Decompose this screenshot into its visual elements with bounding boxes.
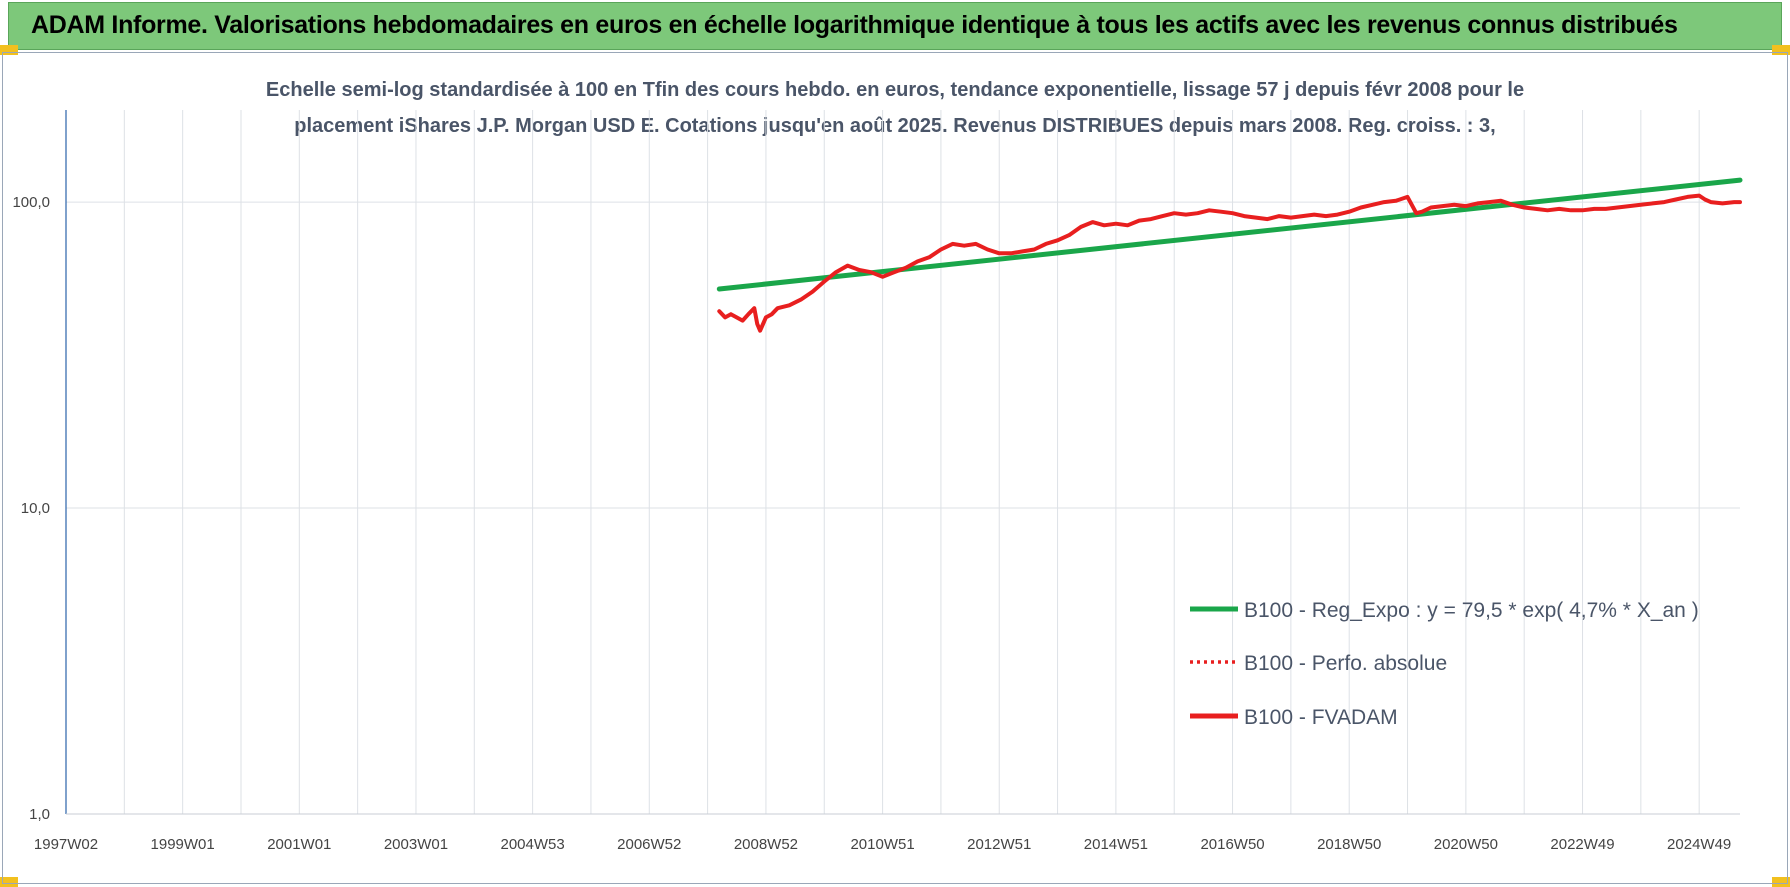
x-tick-label: 2014W51 (1084, 836, 1148, 853)
x-tick-label: 1997W02 (34, 836, 98, 853)
x-tick-label: 2008W52 (734, 836, 798, 853)
corner-marker-right (1772, 45, 1790, 55)
x-tick-label: 2012W51 (967, 836, 1031, 853)
y-tick-label: 100,0 (12, 194, 50, 211)
x-tick-label: 2020W50 (1434, 836, 1498, 853)
chart-area-border (2, 52, 1788, 884)
y-tick-label: 1,0 (29, 806, 50, 823)
x-tick-label: 2022W49 (1550, 836, 1614, 853)
tick-labels: 1,0 10,0 100,0 1997W02 1999W01 2001W01 2003W01… (12, 194, 1731, 853)
legend: B100 - Reg_Expo : y = 79,5 * exp( 4,7% *… (1190, 599, 1699, 729)
corner-marker-bottom-right (1772, 877, 1790, 887)
x-tick-label: 2010W51 (850, 836, 914, 853)
legend-label-0: B100 - Reg_Expo : y = 79,5 * exp( 4,7% *… (1244, 599, 1699, 622)
report-title: ADAM Informe. Valorisations hebdomadaire… (31, 11, 1678, 39)
report-header: ADAM Informe. Valorisations hebdomadaire… (8, 2, 1782, 50)
chart-title-line-1: Echelle semi-log standardisée à 100 en T… (265, 79, 1525, 101)
series-lines (716, 177, 1743, 333)
x-tick-label: 2004W53 (501, 836, 565, 853)
corner-marker-bottom-left (0, 877, 18, 887)
x-tick-label: 2001W01 (267, 836, 331, 853)
x-tick-label: 2016W50 (1200, 836, 1264, 853)
legend-label-1: B100 - Perfo. absolue (1244, 652, 1447, 675)
x-tick-label: 2018W50 (1317, 836, 1381, 853)
x-tick-label: 2024W49 (1667, 836, 1731, 853)
chart-title-line-2: placement iShares J.P. Morgan USD E. Cot… (294, 115, 1496, 137)
legend-label-2: B100 - FVADAM (1244, 706, 1398, 729)
series-line-0 (716, 177, 1743, 292)
corner-marker-left (0, 45, 18, 55)
x-tick-label: 2006W52 (617, 836, 681, 853)
y-tick-label: 10,0 (21, 500, 50, 517)
x-tick-label: 2003W01 (384, 836, 448, 853)
x-tick-label: 1999W01 (151, 836, 215, 853)
axes (65, 110, 1740, 815)
grid-lines (65, 110, 1740, 815)
series-line-2 (717, 193, 1742, 333)
